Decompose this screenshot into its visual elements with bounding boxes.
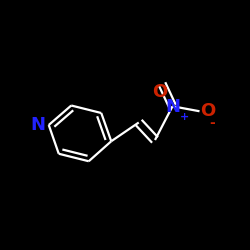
- Text: +: +: [180, 112, 189, 122]
- Text: O: O: [152, 83, 167, 101]
- Text: N: N: [30, 116, 45, 134]
- Text: -: -: [209, 116, 215, 130]
- Text: N: N: [165, 98, 180, 116]
- Text: O: O: [200, 102, 215, 120]
